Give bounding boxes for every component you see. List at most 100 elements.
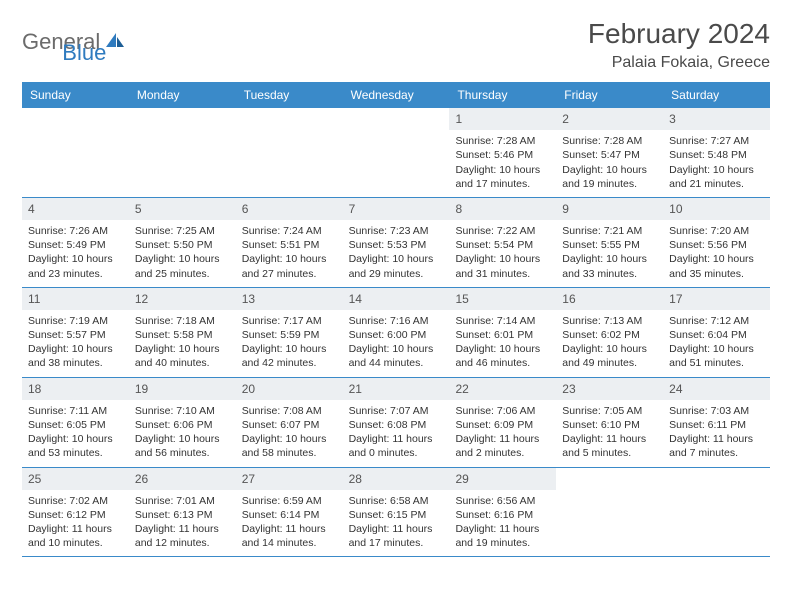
daylight-text: Daylight: 10 hours and 29 minutes. <box>349 252 444 280</box>
day-cell: 20Sunrise: 7:08 AMSunset: 6:07 PMDayligh… <box>236 378 343 467</box>
location-label: Palaia Fokaia, Greece <box>588 54 770 72</box>
weekday-wednesday: Wednesday <box>343 82 450 108</box>
title-block: February 2024 Palaia Fokaia, Greece <box>588 18 770 72</box>
day-cell: 14Sunrise: 7:16 AMSunset: 6:00 PMDayligh… <box>343 288 450 377</box>
day-cell: 19Sunrise: 7:10 AMSunset: 6:06 PMDayligh… <box>129 378 236 467</box>
daylight-text: Daylight: 10 hours and 17 minutes. <box>455 163 550 191</box>
day-cell <box>663 468 770 557</box>
day-number: 11 <box>22 288 129 310</box>
daylight-text: Daylight: 10 hours and 49 minutes. <box>562 342 657 370</box>
day-number: 22 <box>449 378 556 400</box>
day-cell: 7 Sunrise: 7:23 AMSunset: 5:53 PMDaylight… <box>343 198 450 287</box>
sunset-text: Sunset: 6:16 PM <box>455 508 550 522</box>
sunrise-text: Sunrise: 7:14 AM <box>455 314 550 328</box>
sunrise-text: Sunrise: 7:23 AM <box>349 224 444 238</box>
week-row: 11Sunrise: 7:19 AMSunset: 5:57 PMDayligh… <box>22 288 770 378</box>
day-cell: 18Sunrise: 7:11 AMSunset: 6:05 PMDayligh… <box>22 378 129 467</box>
sunrise-text: Sunrise: 7:05 AM <box>562 404 657 418</box>
day-number: 6 <box>236 198 343 220</box>
daylight-text: Daylight: 10 hours and 40 minutes. <box>135 342 230 370</box>
weeks-container: 1Sunrise: 7:28 AMSunset: 5:46 PMDaylight… <box>22 108 770 557</box>
daylight-text: Daylight: 11 hours and 19 minutes. <box>455 522 550 550</box>
day-number: 9 <box>556 198 663 220</box>
day-cell: 28Sunrise: 6:58 AMSunset: 6:15 PMDayligh… <box>343 468 450 557</box>
daylight-text: Daylight: 11 hours and 7 minutes. <box>669 432 764 460</box>
sunset-text: Sunset: 6:13 PM <box>135 508 230 522</box>
sunrise-text: Sunrise: 7:10 AM <box>135 404 230 418</box>
sunset-text: Sunset: 5:58 PM <box>135 328 230 342</box>
sunset-text: Sunset: 5:57 PM <box>28 328 123 342</box>
sunset-text: Sunset: 5:54 PM <box>455 238 550 252</box>
day-number: 8 <box>449 198 556 220</box>
sunset-text: Sunset: 5:46 PM <box>455 148 550 162</box>
day-number: 21 <box>343 378 450 400</box>
sunset-text: Sunset: 5:59 PM <box>242 328 337 342</box>
day-cell: 4Sunrise: 7:26 AMSunset: 5:49 PMDaylight… <box>22 198 129 287</box>
sunrise-text: Sunrise: 6:56 AM <box>455 494 550 508</box>
week-row: 4Sunrise: 7:26 AMSunset: 5:49 PMDaylight… <box>22 198 770 288</box>
sunrise-text: Sunrise: 7:03 AM <box>669 404 764 418</box>
day-cell: 21Sunrise: 7:07 AMSunset: 6:08 PMDayligh… <box>343 378 450 467</box>
day-number: 18 <box>22 378 129 400</box>
day-number: 26 <box>129 468 236 490</box>
day-cell <box>129 108 236 197</box>
daylight-text: Daylight: 11 hours and 5 minutes. <box>562 432 657 460</box>
sunrise-text: Sunrise: 7:18 AM <box>135 314 230 328</box>
daylight-text: Daylight: 10 hours and 21 minutes. <box>669 163 764 191</box>
sunset-text: Sunset: 5:47 PM <box>562 148 657 162</box>
logo: General Blue <box>22 18 106 66</box>
sunset-text: Sunset: 6:12 PM <box>28 508 123 522</box>
daylight-text: Daylight: 10 hours and 25 minutes. <box>135 252 230 280</box>
sunset-text: Sunset: 6:07 PM <box>242 418 337 432</box>
sunrise-text: Sunrise: 7:01 AM <box>135 494 230 508</box>
sunrise-text: Sunrise: 7:06 AM <box>455 404 550 418</box>
daylight-text: Daylight: 10 hours and 23 minutes. <box>28 252 123 280</box>
day-cell: 2Sunrise: 7:28 AMSunset: 5:47 PMDaylight… <box>556 108 663 197</box>
sunset-text: Sunset: 6:15 PM <box>349 508 444 522</box>
day-cell: 5Sunrise: 7:25 AMSunset: 5:50 PMDaylight… <box>129 198 236 287</box>
day-cell: 9Sunrise: 7:21 AMSunset: 5:55 PMDaylight… <box>556 198 663 287</box>
daylight-text: Daylight: 10 hours and 56 minutes. <box>135 432 230 460</box>
sunrise-text: Sunrise: 7:28 AM <box>455 134 550 148</box>
day-cell: 15Sunrise: 7:14 AMSunset: 6:01 PMDayligh… <box>449 288 556 377</box>
day-number: 12 <box>129 288 236 310</box>
sunrise-text: Sunrise: 6:59 AM <box>242 494 337 508</box>
calendar: Sunday Monday Tuesday Wednesday Thursday… <box>22 82 770 557</box>
day-number: 23 <box>556 378 663 400</box>
day-number: 19 <box>129 378 236 400</box>
daylight-text: Daylight: 11 hours and 17 minutes. <box>349 522 444 550</box>
daylight-text: Daylight: 10 hours and 31 minutes. <box>455 252 550 280</box>
sunset-text: Sunset: 5:55 PM <box>562 238 657 252</box>
daylight-text: Daylight: 11 hours and 2 minutes. <box>455 432 550 460</box>
sunset-text: Sunset: 6:14 PM <box>242 508 337 522</box>
sunset-text: Sunset: 6:10 PM <box>562 418 657 432</box>
day-cell: 11Sunrise: 7:19 AMSunset: 5:57 PMDayligh… <box>22 288 129 377</box>
day-cell: 16Sunrise: 7:13 AMSunset: 6:02 PMDayligh… <box>556 288 663 377</box>
day-cell: 8Sunrise: 7:22 AMSunset: 5:54 PMDaylight… <box>449 198 556 287</box>
sail-icon <box>104 31 126 54</box>
day-number: 17 <box>663 288 770 310</box>
sunset-text: Sunset: 6:01 PM <box>455 328 550 342</box>
sunset-text: Sunset: 5:50 PM <box>135 238 230 252</box>
weekday-tuesday: Tuesday <box>236 82 343 108</box>
logo-text-blue: Blue <box>62 40 106 66</box>
weekday-header-row: Sunday Monday Tuesday Wednesday Thursday… <box>22 82 770 108</box>
week-row: 25Sunrise: 7:02 AMSunset: 6:12 PMDayligh… <box>22 468 770 558</box>
sunset-text: Sunset: 5:53 PM <box>349 238 444 252</box>
daylight-text: Daylight: 11 hours and 10 minutes. <box>28 522 123 550</box>
sunset-text: Sunset: 6:02 PM <box>562 328 657 342</box>
sunrise-text: Sunrise: 7:07 AM <box>349 404 444 418</box>
sunrise-text: Sunrise: 7:25 AM <box>135 224 230 238</box>
sunrise-text: Sunrise: 7:20 AM <box>669 224 764 238</box>
sunset-text: Sunset: 6:04 PM <box>669 328 764 342</box>
sunrise-text: Sunrise: 7:28 AM <box>562 134 657 148</box>
week-row: 1Sunrise: 7:28 AMSunset: 5:46 PMDaylight… <box>22 108 770 198</box>
weekday-thursday: Thursday <box>449 82 556 108</box>
daylight-text: Daylight: 10 hours and 38 minutes. <box>28 342 123 370</box>
sunrise-text: Sunrise: 7:02 AM <box>28 494 123 508</box>
day-number: 7 <box>343 198 450 220</box>
daylight-text: Daylight: 10 hours and 35 minutes. <box>669 252 764 280</box>
day-number: 13 <box>236 288 343 310</box>
page-title: February 2024 <box>588 18 770 50</box>
daylight-text: Daylight: 11 hours and 0 minutes. <box>349 432 444 460</box>
